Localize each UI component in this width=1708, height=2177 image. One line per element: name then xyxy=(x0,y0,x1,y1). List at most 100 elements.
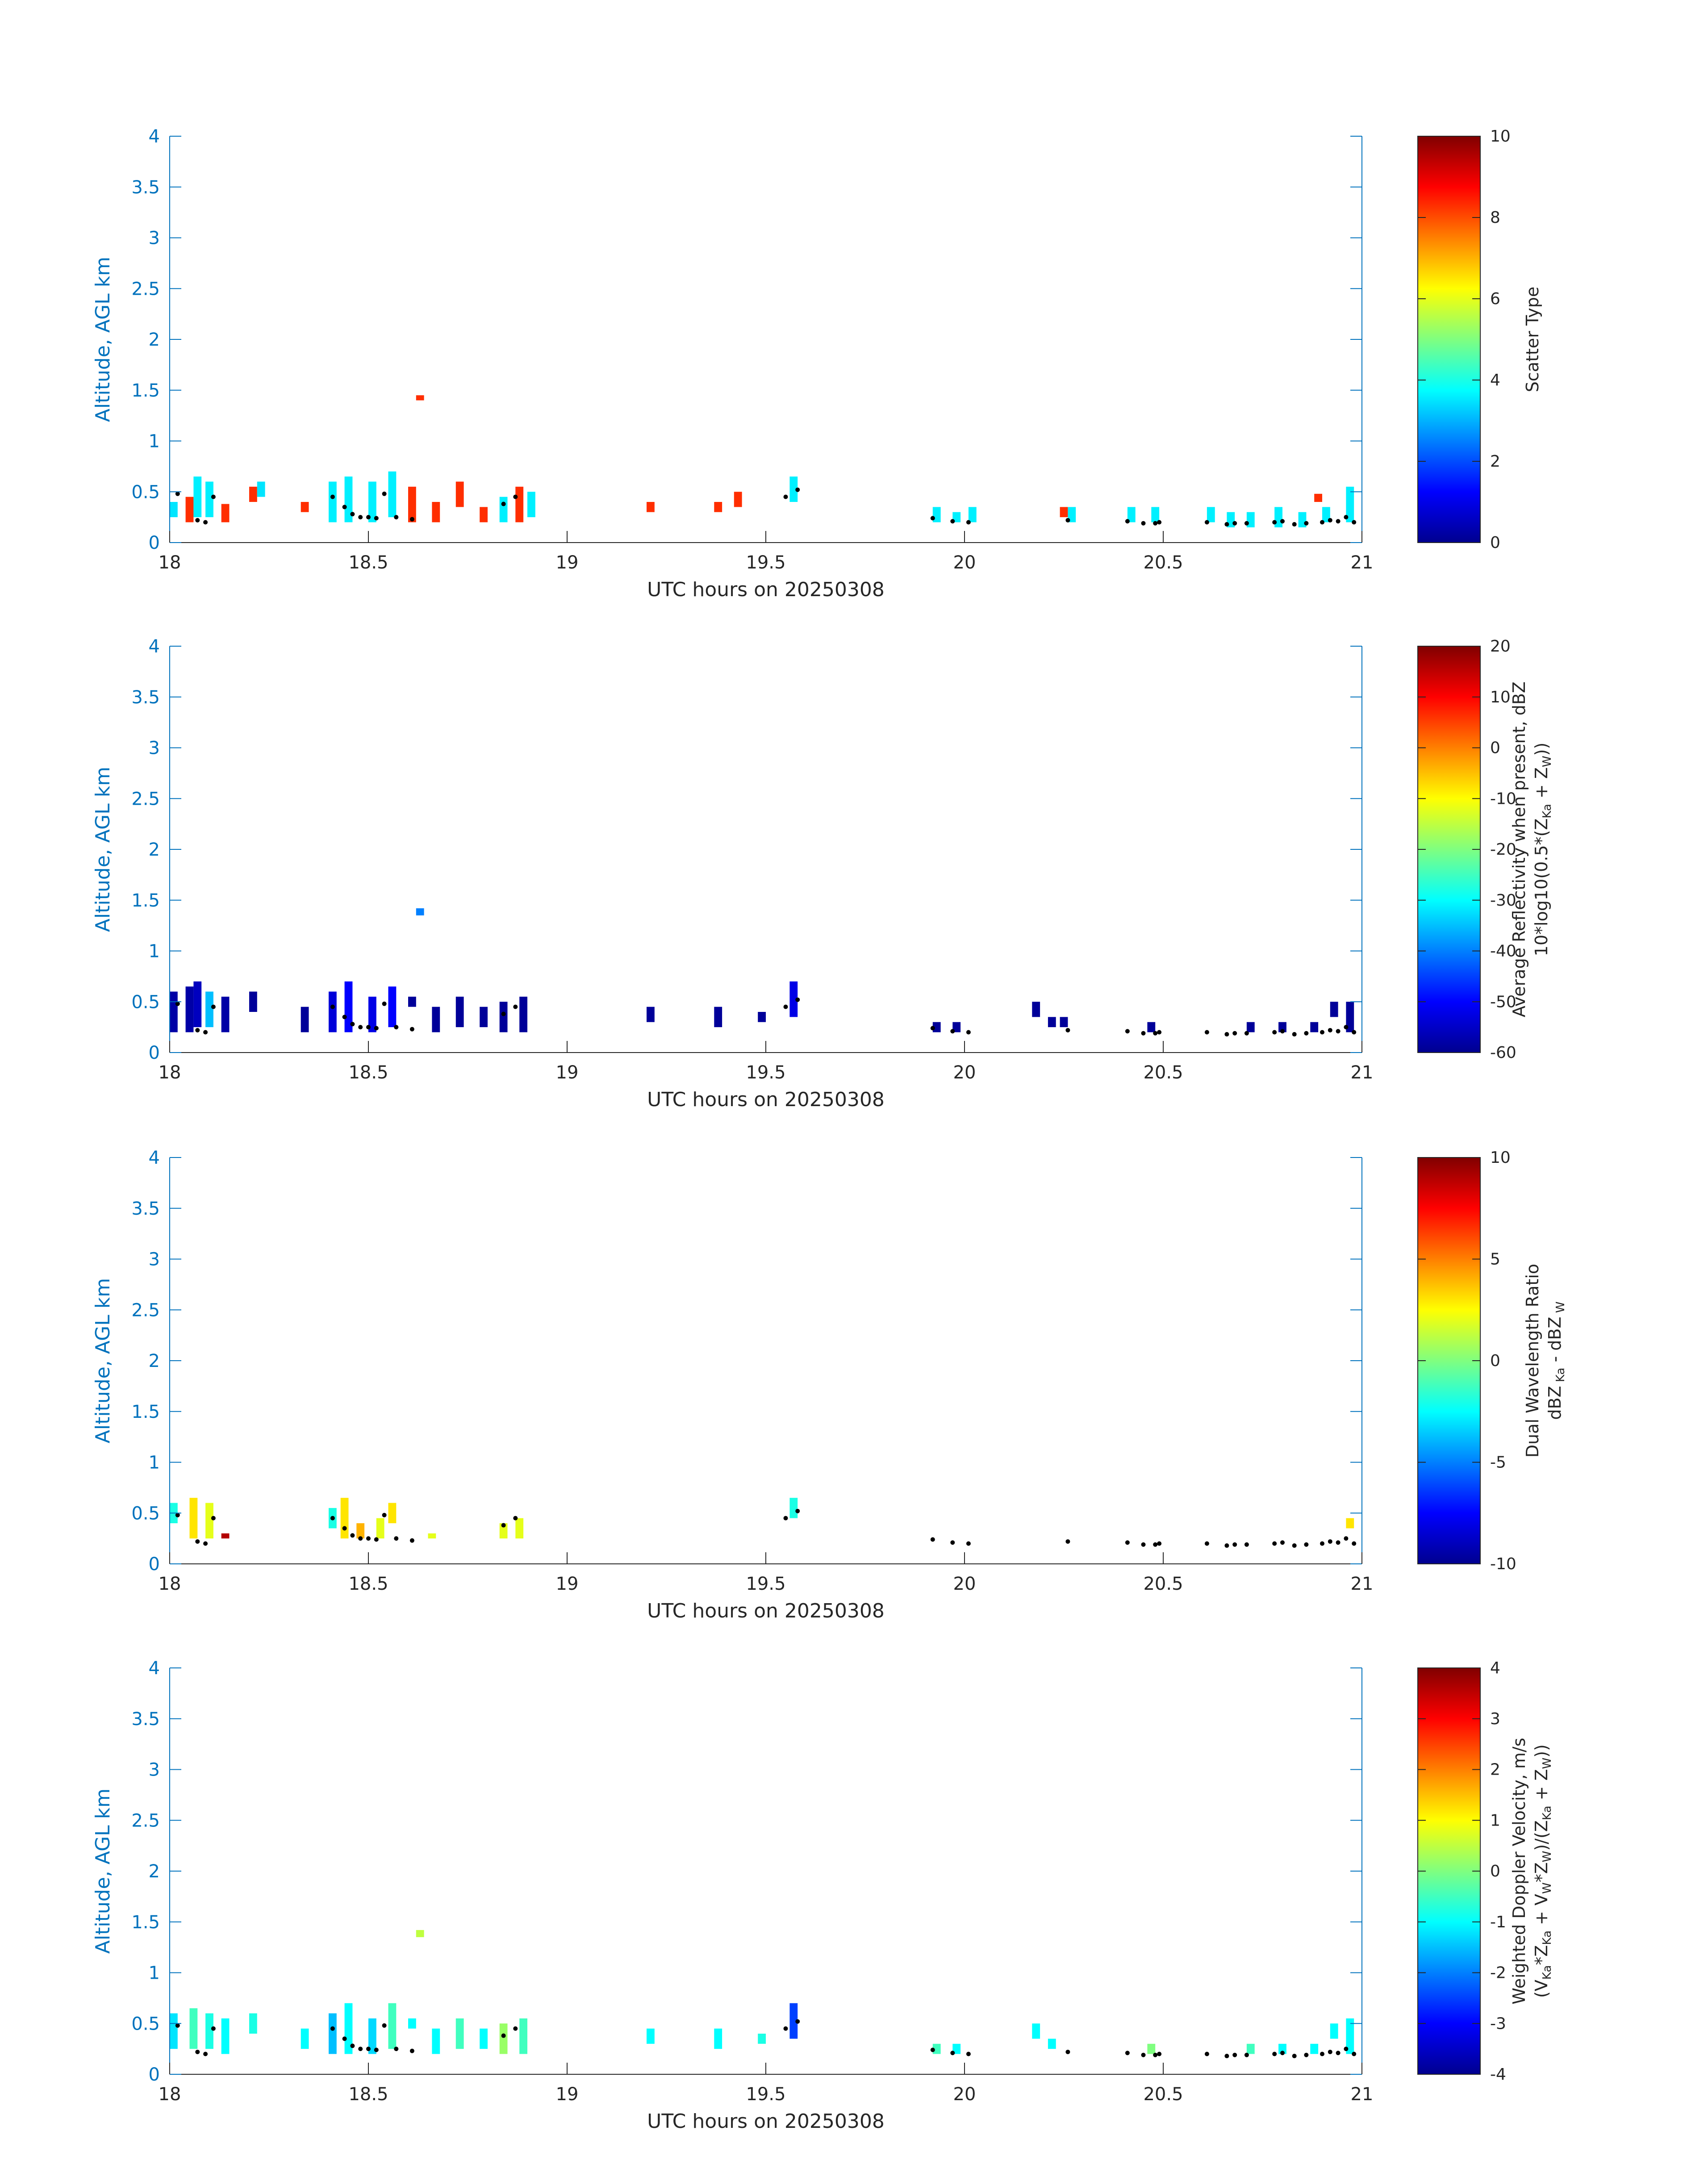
y-tick-label: 3 xyxy=(149,738,160,759)
data-cell xyxy=(1068,507,1076,522)
cloud-base-marker xyxy=(330,494,335,499)
panel-dual-wavelength-ratio: Altitude, AGL km UTC hours on 20250308 D… xyxy=(92,1148,1567,1622)
data-cell xyxy=(301,1007,309,1032)
cloud-base-marker xyxy=(501,2033,506,2038)
data-cell xyxy=(1246,2043,1255,2054)
cloud-base-marker xyxy=(382,491,387,496)
colorbar-tick-label: -30 xyxy=(1490,891,1516,910)
colorbar-tick-label: -60 xyxy=(1490,1044,1516,1062)
x-tick-label: 18 xyxy=(159,2084,181,2105)
cloud-base-marker xyxy=(1328,2049,1332,2054)
cloud-base-marker xyxy=(1224,522,1229,527)
cloud-base-marker xyxy=(1292,2054,1297,2059)
cloud-base-marker xyxy=(366,1536,371,1541)
cloud-base-marker xyxy=(1320,1030,1324,1035)
cloud-base-marker xyxy=(409,517,414,522)
data-cell xyxy=(1346,486,1354,522)
data-cell xyxy=(1274,507,1282,527)
data-cell xyxy=(368,481,376,522)
cloud-base-marker xyxy=(950,2051,955,2056)
cloud-base-marker xyxy=(1272,520,1277,525)
colorbar-tick-label: 4 xyxy=(1490,371,1500,389)
cloud-base-marker xyxy=(1141,2052,1146,2057)
cloud-base-marker xyxy=(350,2043,355,2048)
y-tick-label: 0 xyxy=(149,1043,160,1063)
y-tick-label: 3 xyxy=(149,1760,160,1780)
colorbar: Weighted Doppler Velocity, m/s (VKa*ZKa … xyxy=(1417,1659,1554,2084)
y-tick-label: 2 xyxy=(149,1351,160,1371)
y-tick-label: 2 xyxy=(149,1861,160,1882)
cloud-base-marker xyxy=(358,1536,363,1541)
cloud-base-marker xyxy=(366,1025,371,1030)
cloud-base-marker xyxy=(374,1537,379,1542)
data-cell xyxy=(647,2028,655,2044)
cloud-base-marker xyxy=(409,2048,414,2053)
data-cell xyxy=(388,2003,397,2049)
data-cell xyxy=(714,502,722,512)
cloud-base-marker xyxy=(342,1015,347,1020)
data-cell xyxy=(480,1007,488,1028)
cloud-base-marker xyxy=(1304,1542,1309,1547)
data-cell xyxy=(185,986,194,1032)
panel-scatter-type: Altitude, AGL km UTC hours on 20250308 S… xyxy=(92,126,1542,601)
data-cell xyxy=(647,502,655,512)
y-tick-label: 1 xyxy=(149,1963,160,1984)
colorbar-tick-label: 0 xyxy=(1490,739,1500,757)
cloud-base-marker xyxy=(211,494,216,499)
cloud-base-marker xyxy=(1141,1031,1146,1036)
y-tick-label: 4 xyxy=(149,126,160,147)
data-cell xyxy=(1127,507,1136,522)
cloud-base-marker xyxy=(342,2036,347,2041)
cloud-base-marker xyxy=(211,2026,216,2031)
cloud-base-marker xyxy=(195,1539,200,1544)
data-cell xyxy=(789,476,798,502)
cloud-base-marker xyxy=(211,1004,216,1009)
x-tick-label: 20.5 xyxy=(1143,1062,1183,1083)
cloud-base-marker xyxy=(203,520,208,525)
data-cell xyxy=(455,481,464,507)
cloud-base-marker xyxy=(1065,518,1070,522)
cloud-base-marker xyxy=(513,1516,518,1521)
cloud-base-marker xyxy=(211,1516,216,1521)
cloud-base-marker xyxy=(513,2026,518,2031)
cloud-base-marker xyxy=(1141,1542,1146,1547)
data-cell xyxy=(952,1022,961,1032)
cloud-base-marker xyxy=(342,1526,347,1531)
cloud-base-marker xyxy=(350,1022,355,1027)
cloud-base-marker xyxy=(358,1025,363,1030)
colorbar-tick-label: -2 xyxy=(1490,1964,1506,1982)
cloud-base-marker xyxy=(394,1536,399,1541)
x-tick-label: 20 xyxy=(953,552,976,573)
data-cell xyxy=(344,981,353,1032)
data-cell xyxy=(205,1503,213,1539)
data-cell xyxy=(480,2028,488,2049)
colorbar-tick-label: 10 xyxy=(1490,127,1511,146)
cloud-base-marker xyxy=(513,494,518,499)
data-cell xyxy=(1278,2043,1286,2054)
cloud-base-marker xyxy=(1157,2052,1162,2056)
cloud-base-marker xyxy=(501,1011,506,1016)
cloud-base-marker xyxy=(795,487,800,492)
data-cell xyxy=(1314,493,1322,502)
colorbar-tick-label: 5 xyxy=(1490,1250,1500,1269)
cloud-base-marker xyxy=(966,520,971,525)
cloud-base-marker xyxy=(382,2023,387,2028)
colorbar-label-formula: dBZ Ka - dBZ W xyxy=(1545,1301,1567,1420)
y-tick-label: 2.5 xyxy=(131,1810,160,1831)
data-cell xyxy=(1147,2043,1156,2054)
y-tick-label: 2 xyxy=(149,840,160,860)
data-cell xyxy=(714,2028,722,2049)
colorbar-tick-label: 0 xyxy=(1490,1352,1500,1370)
data-cell xyxy=(1060,1017,1068,1028)
colorbar-tick-label: -5 xyxy=(1490,1454,1506,1472)
cloud-base-marker xyxy=(501,501,506,506)
y-tick-label: 2.5 xyxy=(131,789,160,809)
colorbar-tick-label: 20 xyxy=(1490,637,1511,656)
colorbar-label: Average Reflectivity when present, dBZ xyxy=(1509,681,1529,1017)
colorbar-gradient xyxy=(1417,1157,1481,1564)
cloud-base-marker xyxy=(394,2047,399,2052)
cloud-base-marker xyxy=(1153,1031,1158,1036)
cloud-base-marker xyxy=(330,1516,335,1521)
data-cell xyxy=(952,512,961,522)
cloud-base-marker xyxy=(366,2047,371,2052)
